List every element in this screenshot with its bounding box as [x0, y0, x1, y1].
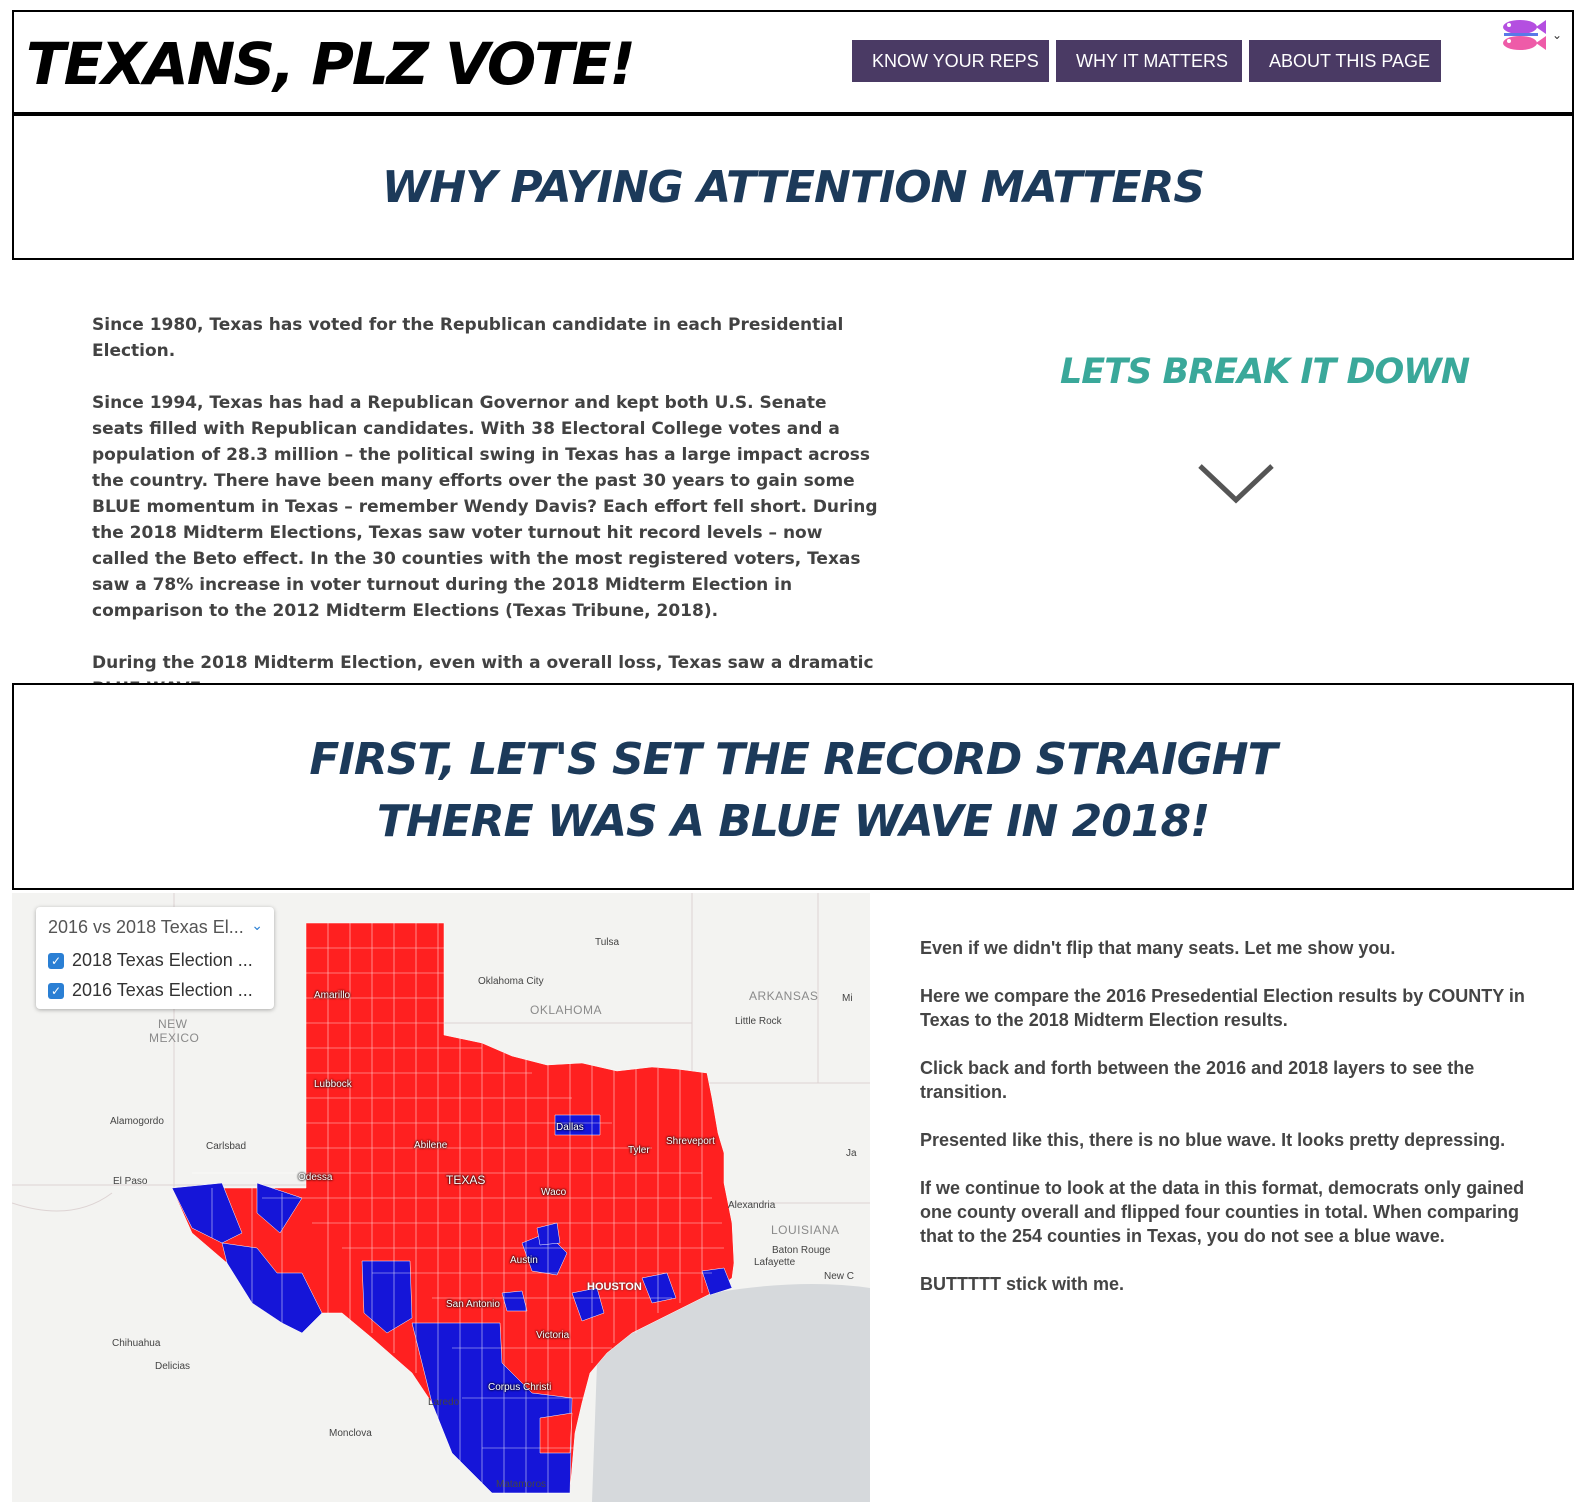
map-label-texas: TEXAS — [446, 1173, 486, 1187]
layer-label: 2018 Texas Election ... — [72, 950, 253, 970]
explanation-paragraph: Even if we didn't flip that many seats. … — [920, 938, 1396, 958]
map-label-alexandria: Alexandria — [728, 1200, 776, 1211]
map-label-houston: HOUSTON — [587, 1281, 642, 1293]
map-label-alamogordo: Alamogordo — [110, 1116, 164, 1127]
chevron-down-icon: ⌄ — [251, 917, 263, 933]
chevron-down-icon: ⌄ — [1552, 28, 1563, 42]
map-label-monclova: Monclova — [329, 1428, 372, 1439]
map-label-laredo: Laredo — [428, 1397, 460, 1408]
heading-line-1: FIRST, LET'S SET THE RECORD STRAIGHT — [309, 734, 1277, 785]
explanation-paragraph: BUTTTTT stick with me. — [920, 1274, 1125, 1294]
map-label-matamoros: Matamoros — [496, 1479, 547, 1490]
map-label-edge-mi: Mi — [842, 993, 853, 1004]
main-nav: KNOW YOUR REPS WHY IT MATTERS ABOUT THIS… — [852, 40, 1441, 82]
map-label-new-orleans: New C — [824, 1271, 855, 1282]
layer-toggle-2018[interactable]: ✓ 2018 Texas Election ... — [48, 950, 253, 971]
break-it-down-heading: LETS BREAK IT DOWN — [1060, 352, 1470, 392]
map-label-abilene: Abilene — [414, 1140, 448, 1151]
nav-why-it-matters[interactable]: WHY IT MATTERS — [1056, 40, 1242, 82]
explanation-paragraph: Click back and forth between the 2016 an… — [920, 1058, 1475, 1102]
intro-paragraph: Since 1994, Texas has had a Republican G… — [92, 393, 878, 621]
map-label-el-paso: El Paso — [113, 1176, 148, 1187]
scroll-down-chevron-icon[interactable] — [1196, 462, 1276, 508]
map-label-tulsa: Tulsa — [595, 937, 620, 948]
democrat-counties — [171, 1114, 733, 1494]
blue-wave-section: FIRST, LET'S SET THE RECORD STRAIGHT THE… — [12, 683, 1574, 890]
map-label-odessa: Odessa — [298, 1172, 333, 1183]
layer-toggle-2016[interactable]: ✓ 2016 Texas Election ... — [48, 980, 253, 1001]
checkbox-checked-icon[interactable]: ✓ — [48, 982, 64, 999]
gulf-water — [592, 1284, 870, 1502]
why-matters-section: WHY PAYING ATTENTION MATTERS — [12, 116, 1574, 260]
map-basemap — [12, 893, 870, 1502]
map-label-new-mexico-2: MEXICO — [149, 1031, 200, 1045]
site-header: TEXANS, PLZ VOTE! KNOW YOUR REPS WHY IT … — [12, 10, 1574, 116]
intro-paragraph: Since 1980, Texas has voted for the Repu… — [92, 315, 844, 361]
map-label-chihuahua: Chihuahua — [112, 1338, 161, 1349]
map-label-new-mexico-1: NEW — [158, 1017, 188, 1031]
map-label-edge-ja: Ja — [846, 1148, 857, 1159]
map-label-tyler: Tyler — [628, 1145, 650, 1156]
map-explanation: Even if we didn't flip that many seats. … — [920, 936, 1550, 1320]
map-label-baton-rouge: Baton Rouge — [772, 1245, 831, 1256]
map-label-victoria: Victoria — [536, 1330, 570, 1341]
explanation-paragraph: Here we compare the 2016 Presedential El… — [920, 986, 1525, 1030]
map-label-austin: Austin — [510, 1255, 538, 1266]
layer-control: 2016 vs 2018 Texas El... ⌄ ✓ 2018 Texas … — [36, 907, 274, 1009]
election-map[interactable]: Tulsa Oklahoma City OKLAHOMA ARKANSAS Mi… — [12, 893, 870, 1502]
map-label-louisiana: LOUISIANA — [771, 1223, 840, 1237]
map-label-delicias: Delicias — [155, 1361, 191, 1372]
map-label-corpus-christi: Corpus Christi — [488, 1382, 552, 1393]
map-label-shreveport: Shreveport — [666, 1136, 715, 1147]
fish-logo-icon — [1503, 20, 1546, 50]
checkbox-checked-icon[interactable]: ✓ — [48, 952, 64, 969]
map-label-amarillo: Amarillo — [314, 990, 351, 1001]
intro-text: Since 1980, Texas has voted for the Repu… — [92, 312, 882, 728]
map-label-dallas: Dallas — [556, 1122, 584, 1133]
layer-dropdown-label: 2016 vs 2018 Texas El... — [48, 917, 244, 937]
layer-dropdown[interactable]: 2016 vs 2018 Texas El... ⌄ — [48, 917, 263, 938]
fish-menu-toggle[interactable]: ⌄ — [1498, 16, 1568, 54]
map-label-little-rock: Little Rock — [735, 1016, 782, 1027]
section-heading: FIRST, LET'S SET THE RECORD STRAIGHT THE… — [14, 729, 1572, 853]
heading-line-2: THERE WAS A BLUE WAVE IN 2018! — [376, 796, 1210, 847]
map-label-lubbock: Lubbock — [314, 1079, 352, 1090]
county-grid — [192, 923, 724, 1493]
map-label-arkansas: ARKANSAS — [749, 989, 819, 1003]
site-title[interactable]: TEXANS, PLZ VOTE! — [26, 30, 636, 98]
map-label-san-antonio: San Antonio — [446, 1299, 500, 1310]
map-label-oklahoma: OKLAHOMA — [530, 1003, 603, 1017]
map-label-lafayette: Lafayette — [754, 1257, 796, 1268]
map-label-carlsbad: Carlsbad — [206, 1141, 247, 1152]
nav-know-your-reps[interactable]: KNOW YOUR REPS — [852, 40, 1049, 82]
section-heading: WHY PAYING ATTENTION MATTERS — [381, 162, 1205, 213]
explanation-paragraph: Presented like this, there is no blue wa… — [920, 1130, 1506, 1150]
map-label-okc: Oklahoma City — [478, 976, 544, 987]
explanation-paragraph: If we continue to look at the data in th… — [920, 1178, 1525, 1246]
map-label-waco: Waco — [541, 1187, 567, 1198]
nav-about-this-page[interactable]: ABOUT THIS PAGE — [1249, 40, 1441, 82]
layer-label: 2016 Texas Election ... — [72, 980, 253, 1000]
